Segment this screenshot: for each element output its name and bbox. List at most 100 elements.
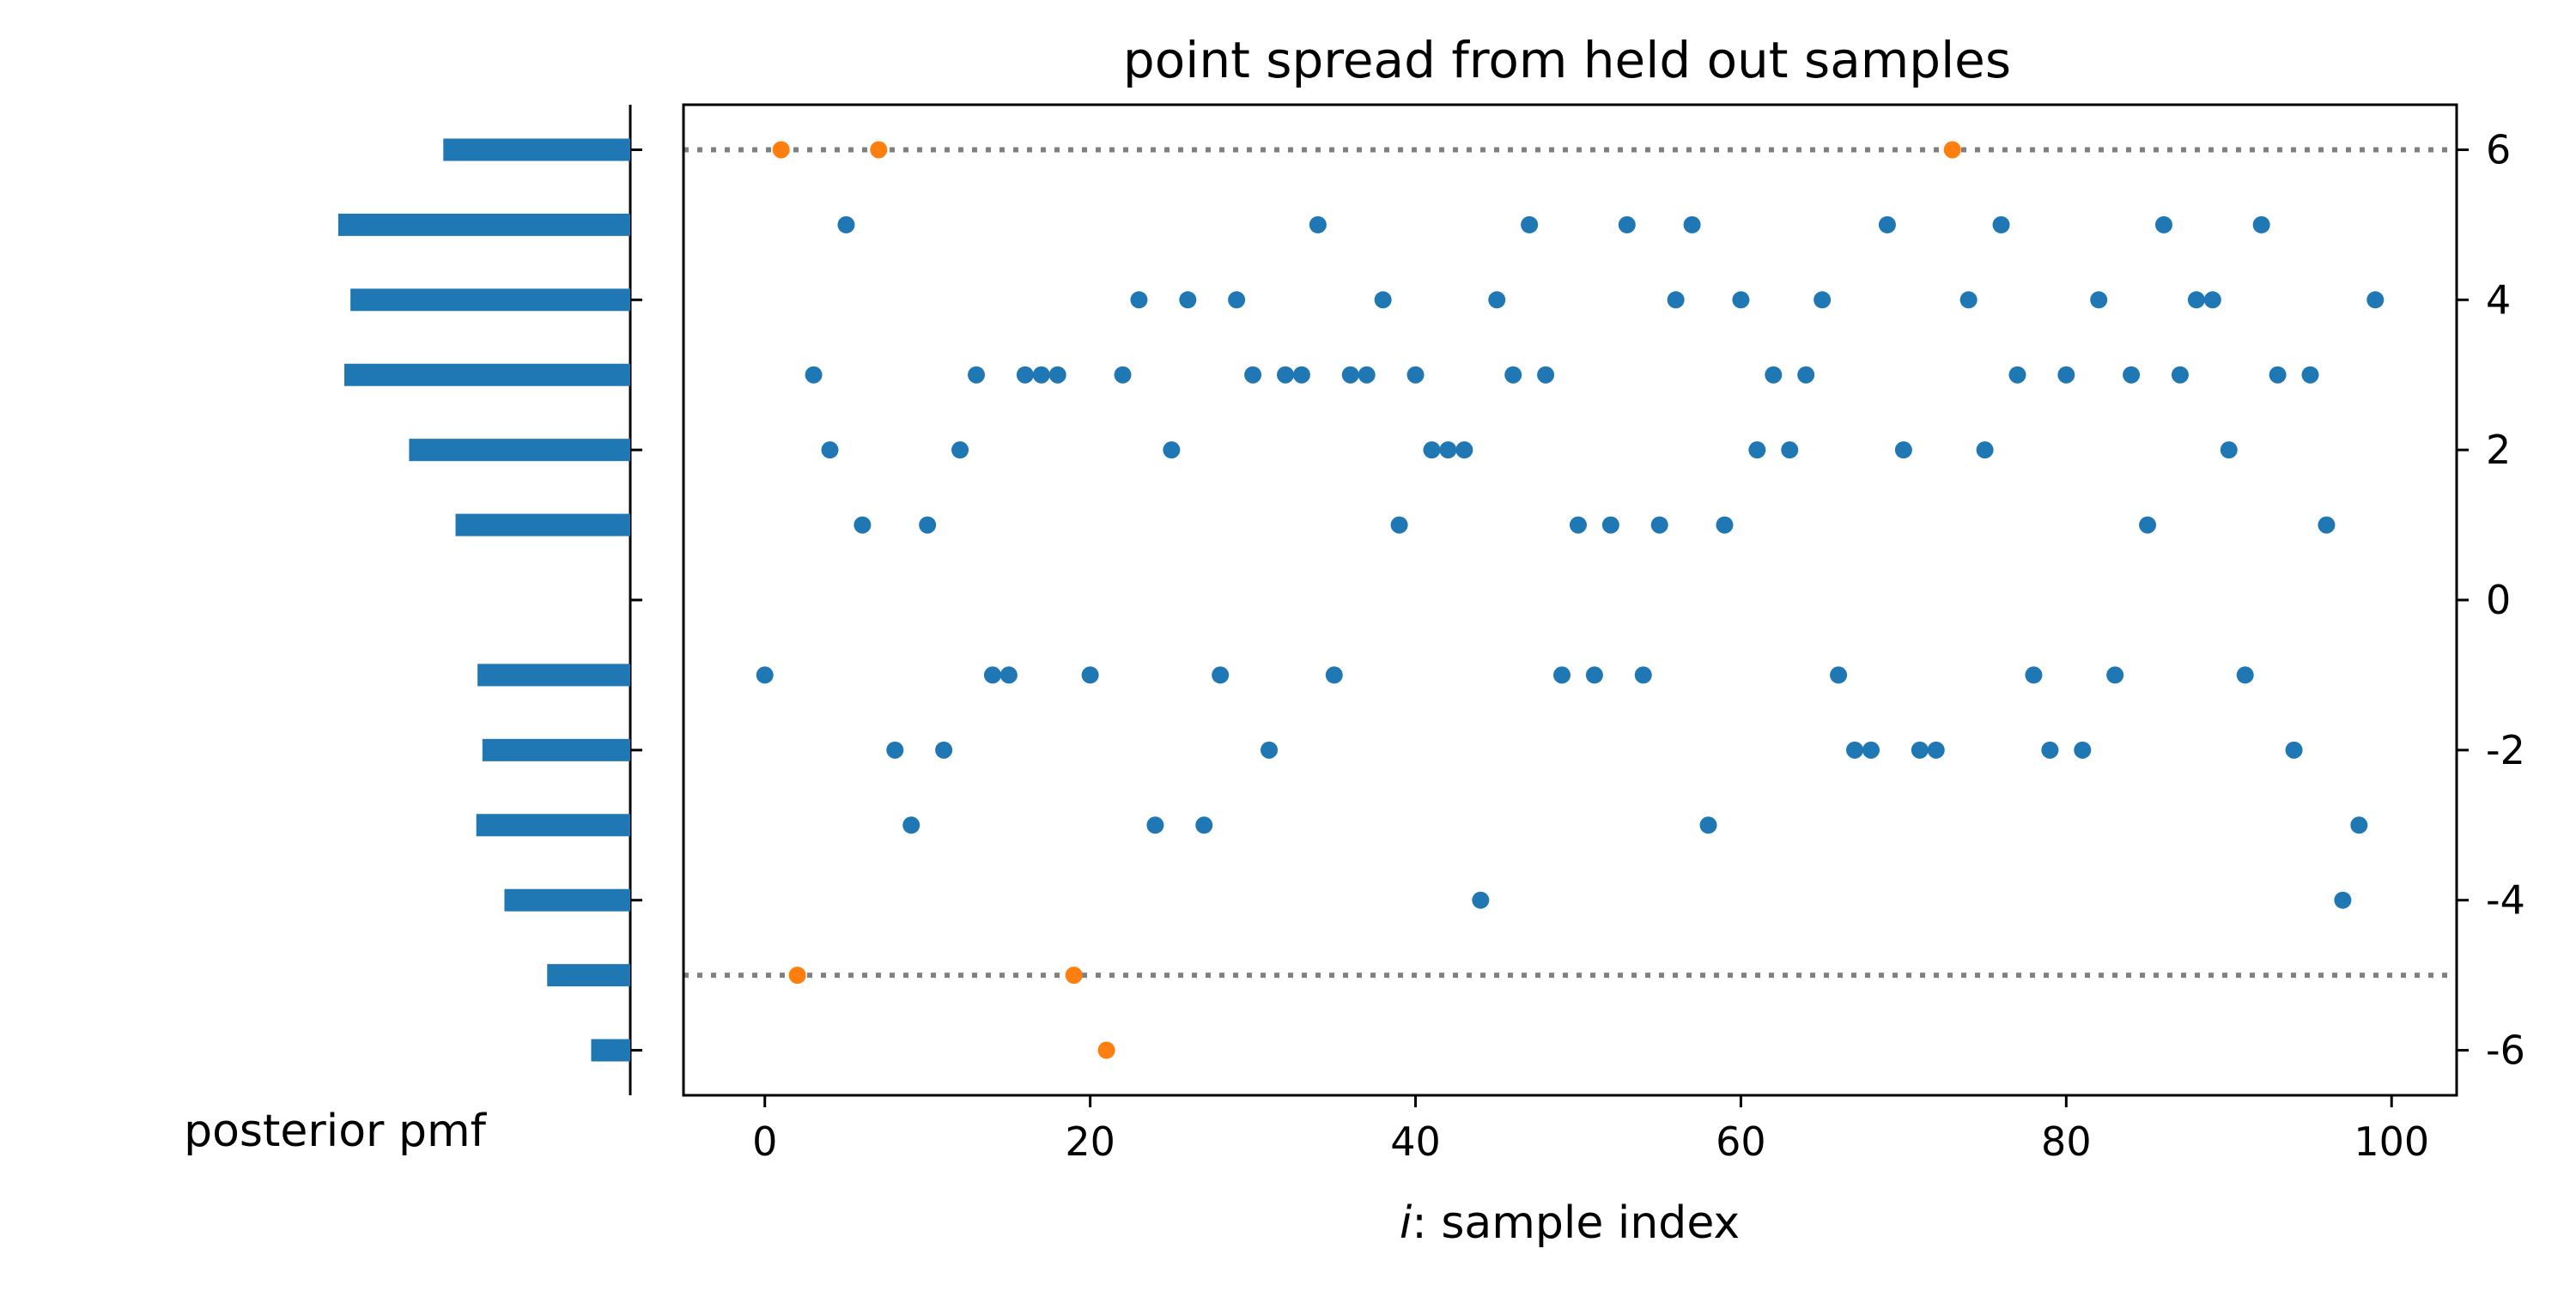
pmf-bar xyxy=(409,439,630,462)
scatter-point xyxy=(2090,291,2108,309)
scatter-point xyxy=(1894,441,1912,459)
scatter-point xyxy=(1309,215,1327,233)
scatter-point xyxy=(1699,816,1717,834)
posterior-pmf-panel: posterior pmf xyxy=(184,105,642,1157)
scatter-points xyxy=(756,141,2385,1059)
scatter-point xyxy=(1146,816,1164,834)
pmf-bar xyxy=(443,138,630,161)
scatter-point xyxy=(1618,215,1636,233)
scatter-point xyxy=(1634,666,1652,684)
scatter-point xyxy=(2008,366,2026,384)
scatter-point xyxy=(935,741,953,759)
pmf-bar xyxy=(476,814,630,837)
scatter-point xyxy=(1878,215,1896,233)
scatter-point xyxy=(1374,291,1392,309)
x-tick-label: 100 xyxy=(2354,1118,2429,1165)
scatter-point xyxy=(821,441,839,459)
scatter-panel: point spread from held out samples 0 20 40… xyxy=(682,31,2525,1249)
scatter-point xyxy=(2269,366,2287,384)
x-axis-ticks: 0 20 40 60 80 100 xyxy=(752,1095,2429,1165)
scatter-point xyxy=(1244,366,1262,384)
pmf-bar xyxy=(482,738,630,761)
scatter-point xyxy=(983,666,1001,684)
scatter-point xyxy=(2123,366,2141,384)
scatter-point xyxy=(2057,366,2075,384)
pmf-bar xyxy=(344,363,630,386)
scatter-point xyxy=(1488,291,1506,309)
scatter-point xyxy=(1406,366,1425,384)
scatter-point xyxy=(1130,291,1148,309)
scatter-point xyxy=(2350,816,2368,834)
scatter-point xyxy=(1081,666,1099,684)
scatter-point xyxy=(1228,291,1246,309)
scatter-point xyxy=(1521,215,1539,233)
scatter-point xyxy=(2106,666,2124,684)
scatter-point xyxy=(1911,741,1929,759)
xlabel-rest-part: : sample index xyxy=(1412,1197,1740,1249)
scatter-point xyxy=(2171,366,2189,384)
pmf-bar xyxy=(591,1039,630,1062)
scatter-point xyxy=(2025,666,2043,684)
pmf-bar xyxy=(350,288,630,312)
scatter-point xyxy=(1797,366,1815,384)
scatter-point xyxy=(1553,666,1571,684)
scatter-point xyxy=(1358,366,1376,384)
scatter-point xyxy=(2074,741,2092,759)
scatter-point xyxy=(1163,441,1181,459)
scatter-point xyxy=(1212,666,1230,684)
scatter-point xyxy=(2187,291,2205,309)
pmf-ticks xyxy=(630,148,642,1052)
scatter-point xyxy=(1455,441,1473,459)
pmf-bars xyxy=(337,138,630,1062)
outlier-point xyxy=(1943,141,1961,159)
pmf-xlabel: posterior pmf xyxy=(184,1106,488,1157)
scatter-point xyxy=(1472,891,1490,909)
scatter-point xyxy=(1601,516,1619,534)
scatter-point xyxy=(2236,666,2254,684)
x-tick-label: 0 xyxy=(752,1118,777,1165)
scatter-point xyxy=(1341,366,1359,384)
scatter-point xyxy=(1959,291,1978,309)
pmf-bar xyxy=(477,664,630,687)
scatter-point xyxy=(1261,741,1279,759)
scatter-point xyxy=(886,741,904,759)
scatter-point xyxy=(1667,291,1685,309)
scatter-point xyxy=(805,366,823,384)
scatter-title: point spread from held out samples xyxy=(1123,31,2011,89)
pmf-bar xyxy=(547,964,630,987)
y-tick-label: 4 xyxy=(2486,276,2511,323)
scatter-point xyxy=(1683,215,1701,233)
scatter-point xyxy=(2203,291,2221,309)
pmf-bar xyxy=(455,513,630,536)
scatter-point xyxy=(2139,516,2157,534)
scatter-point xyxy=(837,215,855,233)
scatter-point xyxy=(2154,215,2172,233)
outlier-point xyxy=(1065,967,1083,985)
scatter-point xyxy=(2041,741,2059,759)
scatter-point xyxy=(1569,516,1587,534)
scatter-point xyxy=(902,816,920,834)
y-tick-label: 0 xyxy=(2486,577,2511,623)
scatter-point xyxy=(1114,366,1132,384)
scatter-point xyxy=(1814,291,1832,309)
y-tick-label: -4 xyxy=(2486,877,2525,924)
y-tick-label: 6 xyxy=(2486,126,2511,173)
scatter-point xyxy=(1276,366,1294,384)
scatter-point xyxy=(2252,215,2270,233)
scatter-point xyxy=(999,666,1018,684)
xlabel-italic-part: i xyxy=(1400,1197,1413,1249)
scatter-point xyxy=(1504,366,1522,384)
scatter-point xyxy=(1325,666,1343,684)
scatter-point xyxy=(854,516,872,534)
y-tick-label: -6 xyxy=(2486,1027,2525,1074)
scatter-point xyxy=(1992,215,2010,233)
outlier-point xyxy=(788,967,806,985)
scatter-point xyxy=(2318,516,2336,534)
scatter-point xyxy=(1195,816,1213,834)
scatter-point xyxy=(951,441,969,459)
pmf-bar xyxy=(504,888,630,912)
pmf-bar xyxy=(337,213,630,236)
scatter-point xyxy=(1862,741,1880,759)
